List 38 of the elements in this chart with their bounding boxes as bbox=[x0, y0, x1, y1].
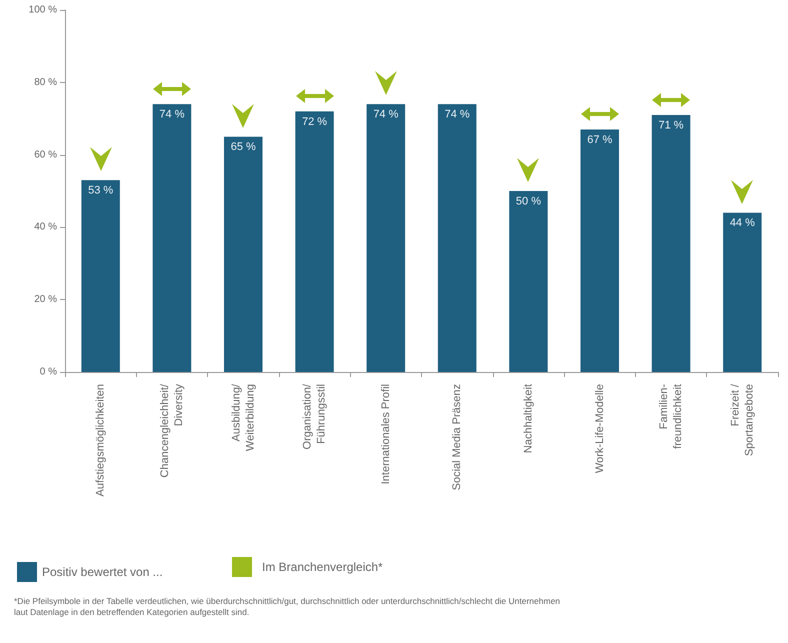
data-label: 74 % bbox=[373, 108, 399, 121]
data-label: 65 % bbox=[230, 141, 256, 154]
bar bbox=[366, 104, 406, 372]
bar bbox=[152, 104, 192, 372]
bar bbox=[438, 104, 476, 372]
legend-label: Positiv bewertet von ... bbox=[42, 565, 163, 579]
x-tick-label: Nachhaltigkeit bbox=[522, 384, 534, 454]
data-label: 74 % bbox=[444, 108, 470, 121]
bar bbox=[509, 191, 548, 372]
data-label: 53 % bbox=[88, 184, 114, 197]
x-tick-label: Social Media Präsenz bbox=[451, 384, 464, 490]
bar bbox=[652, 114, 690, 372]
x-tick-label: Internationales Profil bbox=[380, 384, 392, 484]
y-tick-label: 100 % bbox=[28, 4, 58, 16]
data-label: 44 % bbox=[730, 217, 756, 230]
y-tick-label: 40 % bbox=[34, 222, 58, 233]
x-tick-label: Chancengleichheit/ Diversity bbox=[158, 383, 185, 478]
bar bbox=[81, 180, 120, 372]
x-tick-label: Familien- freundlichkeit bbox=[658, 384, 684, 449]
text: Im Branchenvergleich* bbox=[262, 560, 383, 574]
y-tick-label: 60 % bbox=[34, 149, 58, 160]
data-label: 72 % bbox=[302, 116, 328, 128]
bar bbox=[224, 136, 262, 372]
data-label: 71 % bbox=[658, 119, 684, 132]
bar bbox=[580, 129, 619, 372]
bar bbox=[295, 111, 334, 372]
x-tick-label: Aufstiegsmöglichkeiten bbox=[94, 384, 107, 497]
data-label: 50 % bbox=[516, 196, 542, 208]
data-label: 74 % bbox=[159, 108, 185, 121]
y-tick-label: 0 % bbox=[40, 366, 58, 378]
y-tick-label: 20 % bbox=[34, 294, 58, 306]
x-tick-label: Work-Life-Modelle bbox=[594, 384, 606, 474]
bar bbox=[723, 212, 762, 372]
x-tick-label: Organisation/ Führungsstil bbox=[302, 383, 328, 450]
data-label: 67 % bbox=[587, 134, 612, 146]
y-tick-label: 80 % bbox=[34, 76, 58, 88]
x-tick-label: Ausbildung/ Weiterbildung bbox=[230, 383, 256, 452]
text: *Die Pfeilsymbole in der Tabelle verdeutlichen, wie überdurchschnittlich/gut, durchschnittlich oder unterdurchschnittlich/schlecht die Unternehmen laut Datenlage in den betreffenden Kategorien aufgestellt sind. bbox=[14, 596, 562, 618]
